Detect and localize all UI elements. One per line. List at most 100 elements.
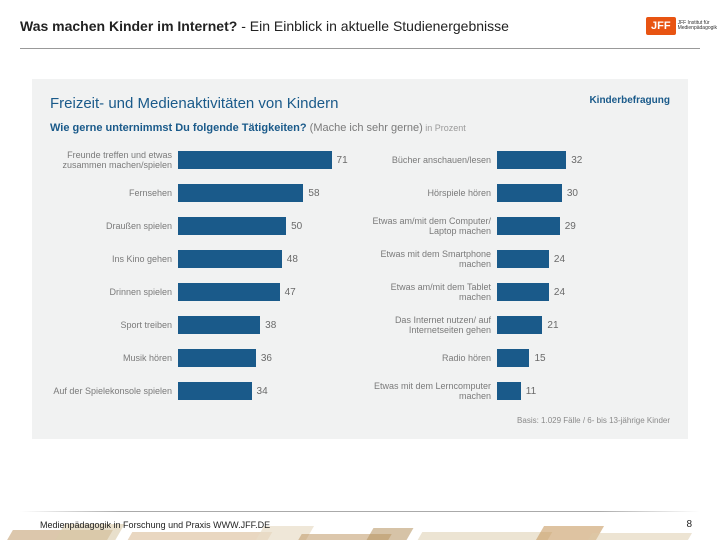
chart-subtitle: Wie gerne unternimmst Du folgende Tätigk… [50, 122, 670, 134]
bar [497, 349, 529, 367]
chart-column-right: Bücher anschauen/lesen 32 Hörspiele hören 3… [369, 148, 670, 412]
bar-value: 21 [542, 320, 558, 331]
bar-label: Etwas mit dem Smartphone machen [369, 249, 497, 270]
bar [178, 382, 252, 400]
bar-value: 29 [560, 221, 576, 232]
bar-row: Etwas am/mit dem Computer/ Laptop machen… [369, 214, 670, 238]
bar-area: 47 [178, 283, 351, 301]
subtitle-question: Wie gerne unternimmst Du folgende Tätigk… [50, 122, 307, 134]
bar-row: Auf der Spielekonsole spielen 34 [50, 379, 351, 403]
bar-label: Radio hören [369, 353, 497, 363]
jff-logo: JFF JFF Institut für Medienpädagogik [646, 12, 700, 40]
footer-shape [588, 533, 692, 540]
bar-area: 58 [178, 184, 351, 202]
bar-value: 36 [256, 353, 272, 364]
slide-footer: Medienpädagogik in Forschung und Praxis … [0, 500, 720, 540]
bar-value: 48 [282, 254, 298, 265]
bar-value: 71 [332, 155, 348, 166]
bar-area: 30 [497, 184, 670, 202]
bar-area: 34 [178, 382, 351, 400]
bar-area: 36 [178, 349, 351, 367]
bar-label: Musik hören [50, 353, 178, 363]
chart-title: Freizeit- und Medienaktivitäten von Kind… [50, 95, 670, 112]
bar [178, 184, 303, 202]
bar-label: Das Internet nutzen/ auf Internetseiten … [369, 315, 497, 336]
bar-value: 58 [303, 188, 319, 199]
bar [178, 283, 280, 301]
bar-area: 15 [497, 349, 670, 367]
chart-column-left: Freunde treffen und etwas zusammen mache… [50, 148, 351, 412]
bar-area: 71 [178, 151, 351, 169]
bar-value: 34 [252, 386, 268, 397]
bar-row: Drinnen spielen 47 [50, 280, 351, 304]
bar-area: 29 [497, 217, 670, 235]
bar-row: Hörspiele hören 30 [369, 181, 670, 205]
bar-label: Drinnen spielen [50, 287, 178, 297]
bar [497, 184, 562, 202]
bar [178, 250, 282, 268]
bar [497, 217, 560, 235]
logo-subtext: JFF Institut für Medienpädagogik [678, 21, 717, 32]
bar-row: Draußen spielen 50 [50, 214, 351, 238]
bar-label: Etwas am/mit dem Tablet machen [369, 282, 497, 303]
bar-value: 24 [549, 287, 565, 298]
bar-area: 11 [497, 382, 670, 400]
title-rest: - Ein Einblick in aktuelle Studienergebn… [237, 18, 509, 34]
bar-row: Freunde treffen und etwas zusammen mache… [50, 148, 351, 172]
bar-row: Etwas mit dem Smartphone machen 24 [369, 247, 670, 271]
chart-badge: Kinderbefragung [589, 95, 670, 106]
bar-area: 24 [497, 250, 670, 268]
bar-value: 38 [260, 320, 276, 331]
bar-row: Musik hören 36 [50, 346, 351, 370]
bar [497, 283, 549, 301]
bar-area: 38 [178, 316, 351, 334]
bar-value: 30 [562, 188, 578, 199]
footer-shape [418, 532, 553, 540]
bar [178, 217, 286, 235]
bar-area: 24 [497, 283, 670, 301]
bar-label: Hörspiele hören [369, 188, 497, 198]
chart-footnote: Basis: 1.029 Fälle / 6- bis 13-jährige K… [50, 416, 670, 425]
logo-mark: JFF [646, 17, 676, 35]
footer-text: Medienpädagogik in Forschung und Praxis … [40, 520, 270, 530]
bar-area: 21 [497, 316, 670, 334]
bar [497, 316, 542, 334]
bar [497, 151, 566, 169]
bar-row: Ins Kino gehen 48 [50, 247, 351, 271]
chart-columns: Freunde treffen und etwas zusammen mache… [50, 148, 670, 412]
bar [497, 250, 549, 268]
header-rule [20, 48, 700, 49]
bar [178, 316, 260, 334]
bar-row: Bücher anschauen/lesen 32 [369, 148, 670, 172]
bar-value: 47 [280, 287, 296, 298]
bar-label: Fernsehen [50, 188, 178, 198]
bar-value: 32 [566, 155, 582, 166]
bar-row: Radio hören 15 [369, 346, 670, 370]
bar-label: Ins Kino gehen [50, 254, 178, 264]
footer-page-number: 8 [686, 519, 692, 530]
bar-area: 32 [497, 151, 670, 169]
bar-label: Etwas mit dem Lerncomputer machen [369, 381, 497, 402]
bar-label: Auf der Spielekonsole spielen [50, 386, 178, 396]
bar-row: Fernsehen 58 [50, 181, 351, 205]
bar-value: 50 [286, 221, 302, 232]
subtitle-note: (Mache ich sehr gerne) [307, 122, 423, 134]
bar-row: Das Internet nutzen/ auf Internetseiten … [369, 313, 670, 337]
title-bold: Was machen Kinder im Internet? [20, 18, 237, 34]
bar [497, 382, 521, 400]
bar-value: 15 [529, 353, 545, 364]
bar [178, 349, 256, 367]
bar [178, 151, 332, 169]
bar-label: Bücher anschauen/lesen [369, 155, 497, 165]
bar-value: 24 [549, 254, 565, 265]
bar-row: Etwas mit dem Lerncomputer machen 11 [369, 379, 670, 403]
bar-value: 11 [521, 386, 536, 397]
bar-label: Sport treiben [50, 320, 178, 330]
bar-area: 48 [178, 250, 351, 268]
footer-shape [128, 532, 273, 540]
bar-row: Etwas am/mit dem Tablet machen 24 [369, 280, 670, 304]
slide-header: Was machen Kinder im Internet? - Ein Ein… [0, 0, 720, 48]
bar-label: Draußen spielen [50, 221, 178, 231]
footer-shape [367, 528, 414, 540]
chart-panel: Kinderbefragung Freizeit- und Medienakti… [32, 79, 688, 439]
